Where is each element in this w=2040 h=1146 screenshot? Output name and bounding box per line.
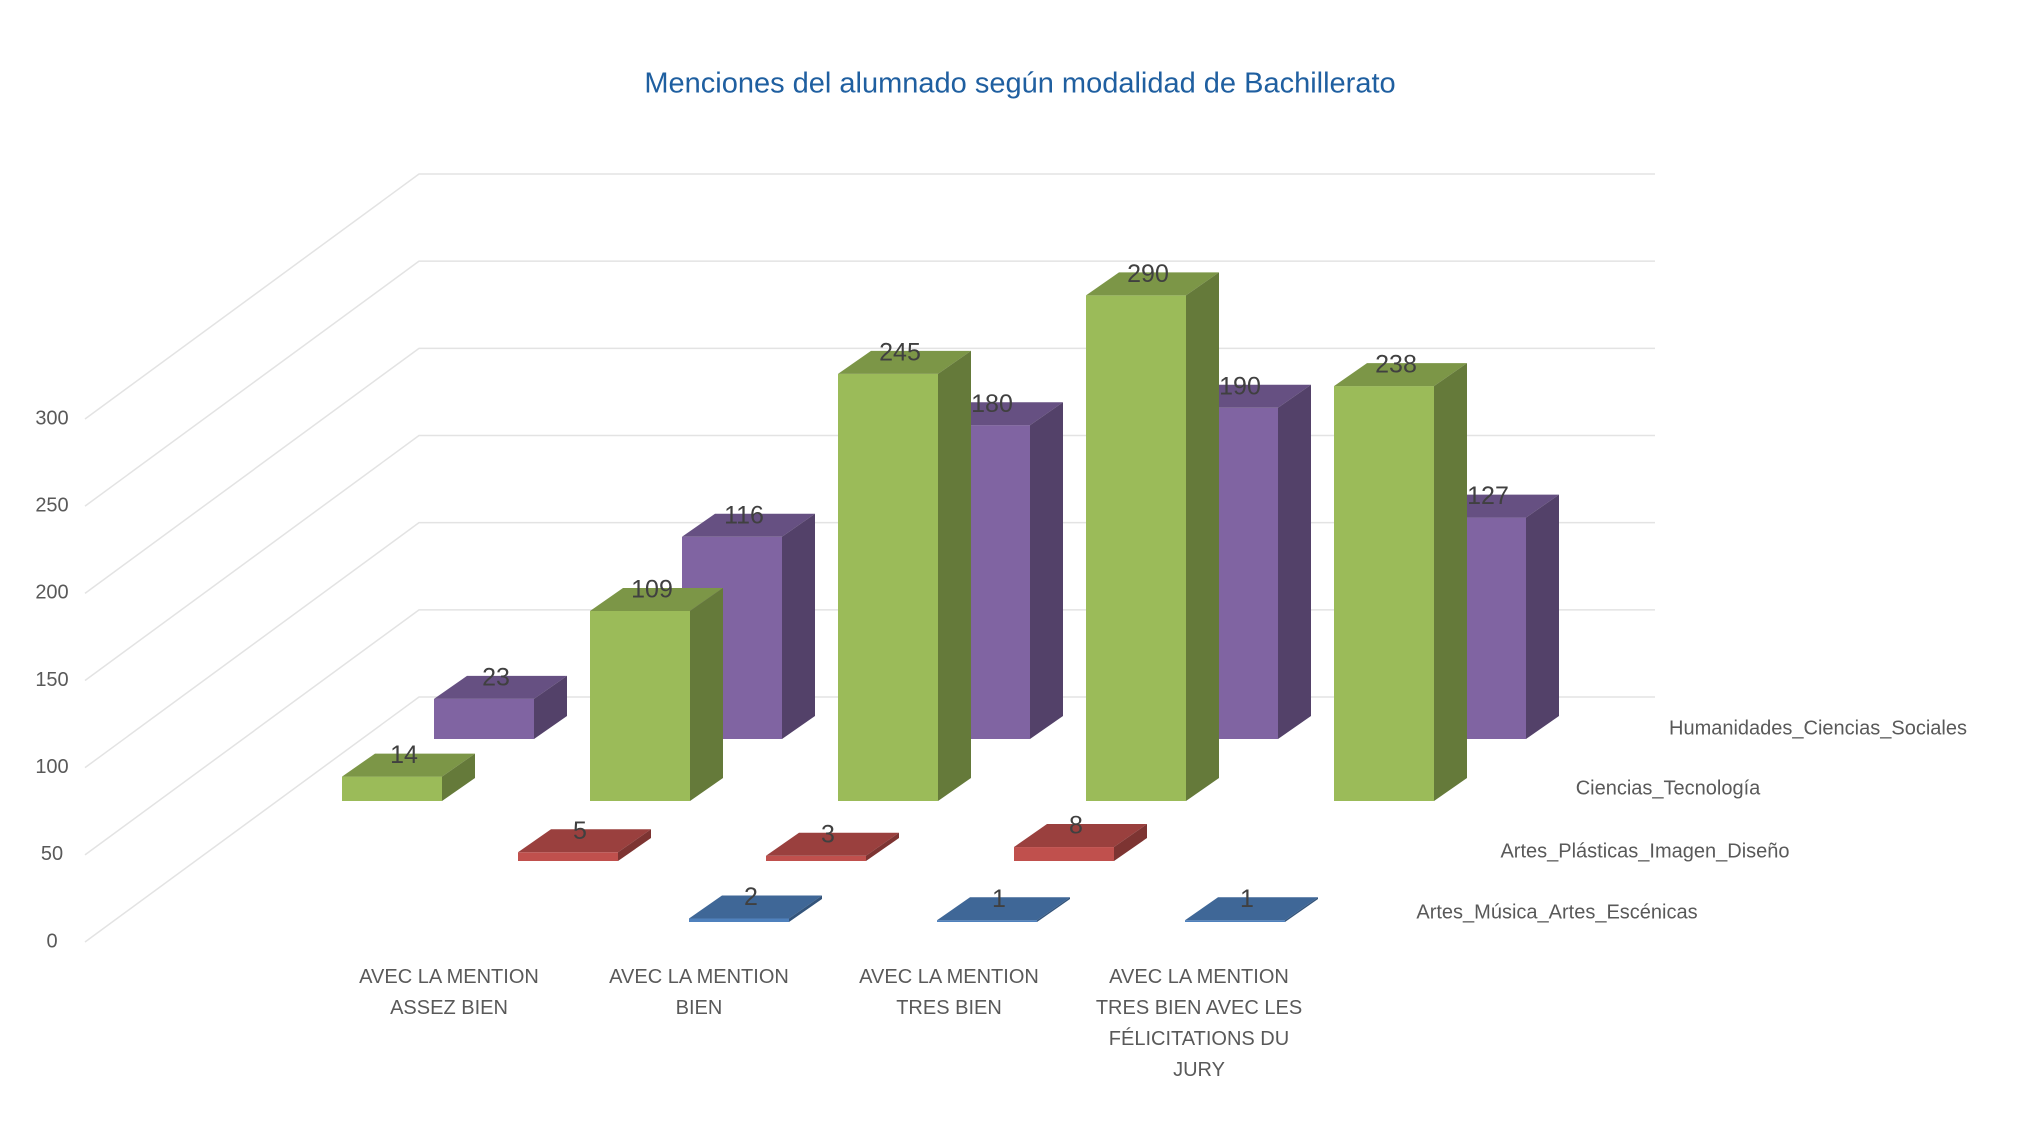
bar-side — [1186, 272, 1219, 801]
data-label: 190 — [1219, 372, 1261, 400]
bar-side — [1278, 384, 1311, 739]
bar-top — [434, 675, 567, 699]
bar-side — [1030, 402, 1063, 739]
series-label: Artes_Música_Artes_Escénicas — [1416, 901, 1697, 923]
bar-top — [1086, 272, 1219, 296]
bar-top — [689, 895, 822, 919]
bar — [590, 587, 723, 801]
bar — [1086, 272, 1219, 801]
bar-side — [534, 675, 567, 739]
bar-side — [1114, 824, 1147, 861]
bar-side — [1434, 363, 1467, 801]
bar-front — [937, 920, 1037, 922]
bar-front — [766, 855, 866, 861]
data-label: 1 — [992, 885, 1006, 913]
bar-top — [838, 350, 971, 374]
y-tick-label: 0 — [46, 930, 57, 952]
bar-side — [866, 832, 899, 861]
data-label: 14 — [390, 741, 418, 769]
x-tick-label: AVEC LA MENTION TRES BIEN — [859, 966, 1039, 1019]
bar — [937, 897, 1070, 922]
x-tick-label: AVEC LA MENTION TRES BIEN AVEC LES FÉLIC… — [1095, 966, 1303, 1081]
bar — [1334, 363, 1467, 801]
bar-side — [1285, 897, 1318, 922]
data-label: 8 — [1069, 812, 1083, 840]
y-tick-label: 100 — [35, 756, 68, 778]
bar — [838, 350, 971, 801]
bar — [689, 895, 822, 922]
bar-top — [342, 753, 475, 777]
series-label: Humanidades_Ciencias_Sociales — [1669, 717, 1967, 739]
bar-front — [518, 852, 618, 861]
bar-front — [1086, 295, 1186, 801]
data-label: 23 — [482, 664, 510, 692]
bar-top — [1014, 824, 1147, 848]
x-tick-label: AVEC LA MENTION ASSEZ BIEN — [359, 966, 539, 1019]
data-label: 5 — [573, 817, 587, 845]
bar-front — [689, 918, 789, 922]
bar-front — [434, 698, 534, 739]
bar-top — [682, 513, 815, 537]
series-label: Ciencias_Tecnología — [1576, 777, 1761, 799]
bar-side — [1526, 494, 1559, 739]
bar-side — [442, 753, 475, 801]
bar-front — [838, 373, 938, 801]
bar-front — [342, 776, 442, 801]
grid-line — [84, 260, 1655, 507]
bar-side — [618, 829, 651, 861]
grid-line — [84, 347, 1655, 594]
bar-side — [789, 895, 822, 922]
bar-top — [590, 587, 723, 611]
data-label: 180 — [971, 390, 1013, 418]
bar-side — [1037, 897, 1070, 922]
bar-side — [690, 587, 723, 801]
bar — [1185, 897, 1318, 922]
bar-side — [938, 350, 971, 801]
bar-top — [937, 897, 1070, 921]
bar-front — [1185, 920, 1285, 922]
bar-top — [518, 829, 651, 853]
data-label: 1 — [1240, 885, 1254, 913]
x-tick-label: AVEC LA MENTION BIEN — [609, 966, 789, 1019]
bar-side — [782, 513, 815, 739]
y-tick-label: 50 — [41, 843, 63, 865]
bar-front — [1334, 386, 1434, 801]
y-tick-label: 300 — [35, 407, 68, 429]
data-label: 3 — [821, 820, 835, 848]
bar — [434, 675, 567, 739]
data-label: 238 — [1375, 351, 1417, 379]
series-label: Artes_Plásticas_Imagen_Diseño — [1500, 840, 1789, 862]
bar-front — [1014, 847, 1114, 861]
bar — [1014, 824, 1147, 861]
bar-front — [590, 610, 690, 801]
bar — [518, 829, 651, 861]
data-label: 116 — [724, 501, 764, 529]
chart-title: Menciones del alumnado según modalidad d… — [644, 68, 1395, 100]
y-tick-label: 150 — [35, 669, 68, 691]
data-label: 127 — [1467, 482, 1509, 510]
bar-top — [766, 832, 899, 856]
y-tick-label: 250 — [35, 494, 68, 516]
data-label: 245 — [879, 338, 921, 366]
bar-top — [1334, 363, 1467, 387]
grid-line — [84, 173, 1655, 420]
y-tick-label: 200 — [35, 582, 68, 604]
bar — [342, 753, 475, 801]
bar-top — [1185, 897, 1318, 921]
data-label: 2 — [744, 883, 758, 911]
data-label: 109 — [631, 576, 673, 604]
bar — [766, 832, 899, 861]
data-label: 290 — [1127, 260, 1169, 288]
